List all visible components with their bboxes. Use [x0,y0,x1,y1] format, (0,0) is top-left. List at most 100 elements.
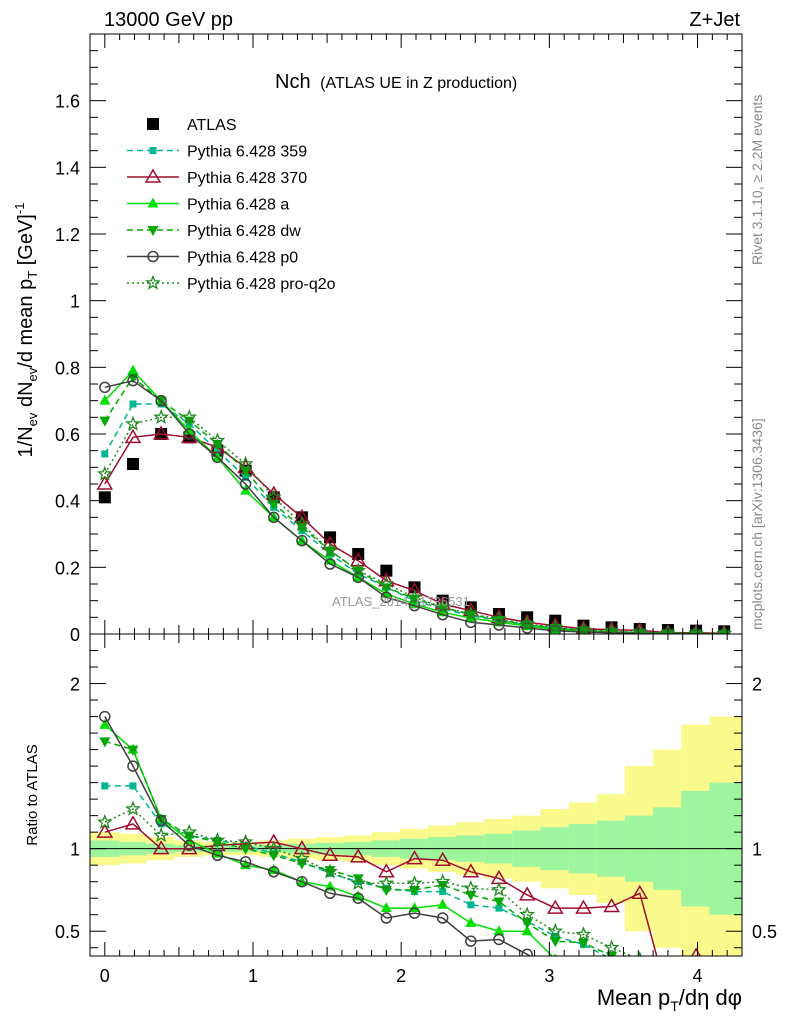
ratio-point [129,782,137,790]
data-point [99,416,111,427]
x-tick-label: 4 [693,966,703,986]
ratio-point [324,880,336,891]
ratio-point [350,875,367,891]
series-line [104,416,725,634]
y-tick-label: 0.2 [55,558,80,578]
y-tick-label: 1.4 [55,158,80,178]
data-point [242,473,250,481]
data-point [437,603,449,614]
ratio-point [237,833,254,849]
data-point [605,626,618,634]
data-point [129,400,137,408]
data-point [380,564,393,577]
data-point [462,605,479,621]
data-point [549,624,562,634]
analysis-watermark: ATLAS_2014_I1736531 [332,594,470,609]
ratio-point [239,856,252,868]
ratio-point [352,874,364,885]
data-point [547,619,564,634]
ratio-point [125,800,141,816]
data-point [493,619,505,631]
ratio-y-tick-label-right: 1 [752,840,762,860]
ratio-point [99,710,111,723]
ratio-point [637,951,642,956]
data-point [716,625,733,634]
data-point [209,432,226,448]
ratio-point [211,849,224,862]
header-right: Z+Jet [689,9,740,31]
ratio-point [155,814,167,827]
ratio-series-pythia-6-428-pro-q2o [96,800,642,956]
data-point [350,562,367,578]
ratio-point [634,960,645,970]
ratio-point [265,833,283,848]
ratio-point [349,848,367,863]
ratio-point [551,932,559,940]
chart-title-sub: (ATLAS UE in Z production) [320,75,517,92]
y-tick-label: 1.2 [55,225,80,245]
ratio-point [180,840,198,855]
legend-marker [145,274,161,290]
data-point [660,624,676,634]
ratio-panel-series [96,710,702,985]
x-tick-label: 1 [248,966,258,986]
data-point [155,394,167,407]
ratio-point [378,875,395,891]
ratio-y-tick-label: 1 [70,840,80,860]
ratio-point [495,904,503,912]
legend-label: ATLAS [187,117,237,134]
legend-label: Pythia 6.428 a [187,197,289,214]
data-point [126,458,139,470]
ratio-point [493,933,505,946]
xlabel: Mean pT/dη dφ [597,985,742,1014]
data-point [127,374,139,387]
ratio-point [352,892,364,904]
ratio-point [521,948,533,956]
ratio-point [634,975,645,985]
ratio-point [608,955,616,956]
legend-marker [147,250,159,263]
ratio-y-tick-label: 2 [70,675,80,695]
data-point [406,589,423,605]
data-point [96,465,113,481]
legend-marker [147,226,159,236]
data-point [324,558,336,570]
data-point [127,364,139,375]
data-point [434,599,451,615]
ratio-line [104,716,532,956]
data-point [265,489,282,505]
data-point [575,621,592,634]
data-point [152,425,170,440]
ratio-point [519,906,536,922]
ratio-point [603,939,620,955]
data-point [296,534,308,547]
ratio-y-tick-label-right: 0.5 [752,922,777,942]
ratio-point [96,823,114,838]
ratio-point [578,969,588,979]
ratio-point [127,760,139,772]
y-tick-label: 1 [70,292,80,312]
ratio-point [209,832,226,848]
legend-label: Pythia 6.428 359 [187,144,307,161]
legend-marker [144,168,162,183]
ratio-point [434,851,451,866]
y-tick-label: 0 [70,625,80,645]
data-point [124,428,142,444]
data-point [237,455,254,471]
ratio-point [575,899,592,914]
ratio-ylabel: Ratio to ATLAS [24,744,41,845]
data-point [322,542,338,558]
chart-title-main: Nch [275,71,311,93]
legend-entry: Pythia 6.428 p0 [127,250,298,267]
ratio-point [439,888,447,896]
ratio-point [521,925,533,936]
ratio-point [578,958,589,968]
data-point [239,478,252,490]
data-point [688,625,704,634]
data-point [98,491,111,504]
y-tick-label: 1.6 [55,92,80,112]
legend-label: Pythia 6.428 dw [187,223,301,240]
data-point [211,451,224,464]
legend: ATLAS Pythia 6.428 359 Pythia 6.428 370 Pyt… [127,117,336,293]
